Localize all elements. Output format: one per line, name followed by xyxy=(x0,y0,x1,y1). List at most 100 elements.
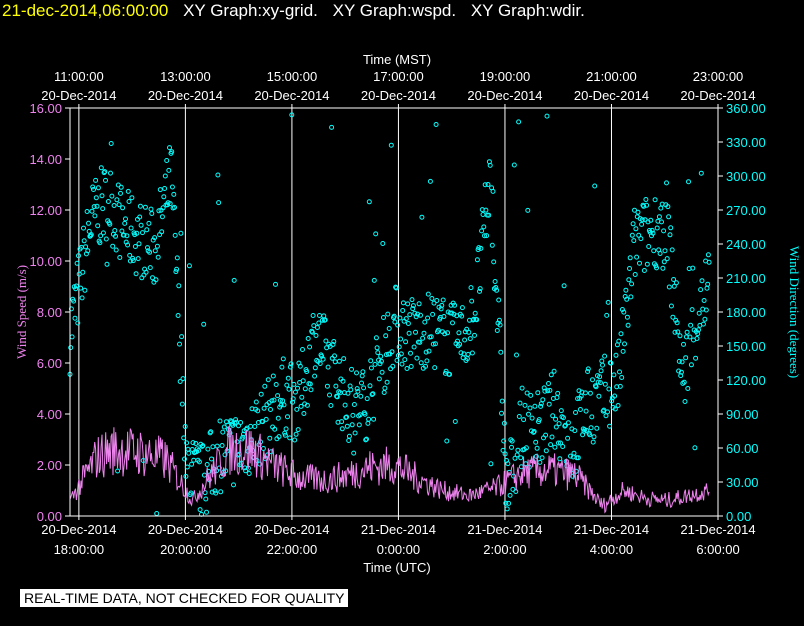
wind-direction-point xyxy=(617,369,622,375)
wind-direction-point xyxy=(643,197,649,202)
wind-direction-point xyxy=(364,396,370,402)
wind-direction-point xyxy=(366,416,372,422)
wind-direction-point xyxy=(179,334,185,340)
wind-direction-point xyxy=(466,329,472,335)
wind-direction-point xyxy=(619,375,625,380)
wind-direction-point xyxy=(414,355,420,361)
wind-direction-point xyxy=(362,411,368,417)
wind-direction-point xyxy=(664,256,670,262)
top-tick-time: 23:00:00 xyxy=(693,69,744,84)
wind-direction-point xyxy=(320,356,326,362)
wind-direction-point xyxy=(431,300,437,306)
wind-direction-point xyxy=(693,355,699,361)
wind-direction-point xyxy=(546,381,551,386)
wind-direction-point xyxy=(644,261,650,267)
wind-direction-point xyxy=(307,344,313,350)
wind-direction-point xyxy=(144,227,150,233)
wind-direction-point xyxy=(491,259,497,265)
wind-direction-point xyxy=(178,230,184,236)
wind-direction-point xyxy=(125,242,131,248)
wind-direction-point xyxy=(339,419,345,425)
wind-direction-point xyxy=(81,238,87,244)
wind-direction-point xyxy=(639,221,645,227)
left-tick-label: 0.00 xyxy=(37,509,62,524)
wind-direction-point xyxy=(351,450,357,456)
wind-direction-point xyxy=(629,232,635,238)
wind-direction-point xyxy=(265,377,271,383)
wind-direction-point xyxy=(474,257,480,263)
wind-direction-point xyxy=(457,341,463,347)
wind-direction-point xyxy=(188,490,194,496)
wind-direction-point xyxy=(372,361,378,367)
wind-direction-point xyxy=(409,297,415,303)
wind-direction-point xyxy=(459,313,465,319)
wind-direction-point xyxy=(356,422,362,428)
wind-direction-point xyxy=(499,398,505,404)
wind-direction-point xyxy=(328,403,334,408)
bottom-tick-date: 20-Dec-2014 xyxy=(148,522,223,537)
wind-direction-point xyxy=(681,379,687,385)
wind-direction-point xyxy=(407,312,413,318)
wind-direction-point xyxy=(599,358,605,364)
wind-speed-series xyxy=(69,425,710,514)
wind-direction-point xyxy=(172,232,178,238)
wind-direction-point xyxy=(538,401,544,407)
right-tick-label: 0.00 xyxy=(726,509,751,524)
wind-direction-point xyxy=(276,434,282,440)
wind-direction-point xyxy=(689,307,695,313)
wind-direction-point xyxy=(502,451,508,457)
wind-direction-point xyxy=(503,500,509,506)
wind-direction-point xyxy=(537,459,543,465)
wind-direction-point xyxy=(291,381,297,387)
wind-direction-point xyxy=(592,183,598,189)
right-tick-label: 60.00 xyxy=(726,441,759,456)
wind-direction-point xyxy=(217,418,223,424)
wind-direction-point xyxy=(526,411,531,417)
wind-direction-point xyxy=(681,341,686,347)
wind-direction-point xyxy=(422,319,428,325)
wind-direction-point xyxy=(434,298,440,303)
wind-direction-point xyxy=(585,369,591,374)
left-tick-label: 2.00 xyxy=(37,458,62,473)
wind-direction-point xyxy=(501,420,507,426)
wind-direction-point xyxy=(701,298,707,303)
wind-direction-point xyxy=(553,424,559,430)
wind-direction-point xyxy=(705,281,711,287)
wind-direction-point xyxy=(669,247,675,253)
wind-direction-point xyxy=(684,329,690,335)
wind-direction-point xyxy=(325,364,331,370)
wind-direction-point xyxy=(608,360,614,366)
wind-direction-point xyxy=(366,199,372,205)
axes-layer xyxy=(65,104,723,520)
wind-direction-point xyxy=(95,185,101,191)
wind-direction-point xyxy=(184,464,190,470)
wind-direction-point xyxy=(278,402,284,408)
wind-direction-point xyxy=(617,383,623,389)
wind-direction-point xyxy=(552,444,558,450)
wind-direction-point xyxy=(75,320,81,326)
wind-direction-point xyxy=(174,255,180,261)
wind-direction-point xyxy=(197,507,203,513)
wind-direction-point xyxy=(185,446,191,452)
wind-direction-point xyxy=(285,375,291,381)
wind-direction-point xyxy=(518,455,524,461)
wind-direction-point xyxy=(568,453,573,459)
wind-direction-point xyxy=(390,363,396,369)
wind-direction-point xyxy=(606,386,612,392)
wind-direction-point xyxy=(384,379,390,385)
wind-direction-point xyxy=(519,385,525,391)
wind-direction-point xyxy=(433,122,439,127)
wind-direction-point xyxy=(155,254,161,260)
wind-direction-point xyxy=(339,426,345,432)
wind-direction-point xyxy=(231,277,237,283)
right-tick-label: 360.00 xyxy=(726,101,766,116)
wind-direction-point xyxy=(616,338,622,344)
wind-direction-point xyxy=(674,320,680,326)
wind-direction-point xyxy=(565,435,571,441)
wind-direction-point xyxy=(688,362,694,368)
wind-direction-point xyxy=(511,162,517,168)
wind-direction-point xyxy=(648,217,654,223)
wind-direction-point xyxy=(268,449,274,455)
wind-direction-point xyxy=(602,381,608,387)
wind-direction-point xyxy=(243,468,249,474)
